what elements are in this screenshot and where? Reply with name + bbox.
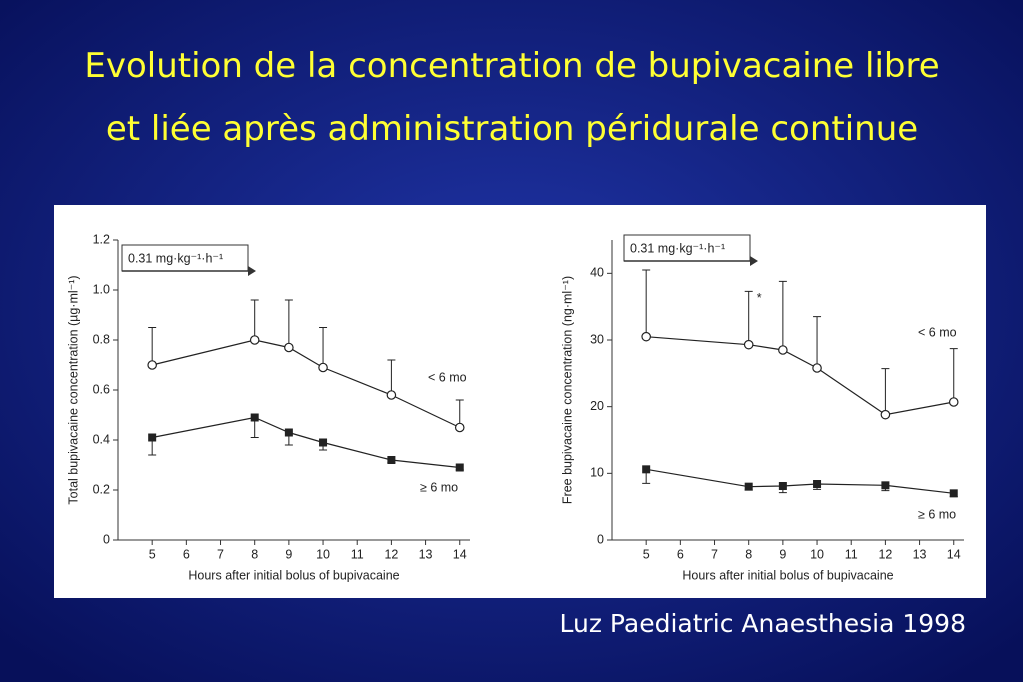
y-tick-label: 0.6: [93, 382, 110, 396]
y-axis-label: Total bupivacaine concentration (µg·ml⁻¹…: [66, 275, 80, 504]
legend-label: ≥ 6 mo: [420, 480, 458, 494]
marker: [284, 428, 293, 437]
marker: [319, 438, 328, 447]
marker: [880, 409, 891, 420]
marker: [948, 397, 959, 407]
y-tick-label: 0: [103, 532, 110, 546]
legend-label: < 6 mo: [918, 325, 957, 339]
error-bar: [881, 368, 890, 415]
significance-note: *: [757, 291, 762, 305]
marker: [455, 463, 464, 472]
error-bar: [250, 299, 259, 340]
marker: [778, 345, 788, 355]
legend-label: < 6 mo: [428, 370, 467, 384]
y-tick-label: 40: [590, 266, 604, 280]
x-tick-label: 8: [745, 547, 752, 561]
y-tick-label: 0: [597, 532, 604, 546]
error-bar: [642, 269, 651, 337]
x-tick-label: 6: [183, 547, 190, 561]
y-tick-label: 10: [590, 466, 604, 480]
x-tick-label: 7: [711, 547, 718, 561]
y-tick-label: 0.4: [93, 432, 110, 446]
error-bar: [813, 316, 822, 368]
citation: Luz Paediatric Anaesthesia 1998: [560, 609, 966, 638]
y-tick-label: 1.0: [93, 282, 110, 296]
x-tick-label: 10: [810, 547, 824, 561]
y-tick-label: 30: [590, 332, 604, 346]
annotation-arrowhead: [248, 266, 256, 276]
x-axis-label: Hours after initial bolus of bupivacaine: [682, 568, 893, 582]
annotation-arrowhead: [750, 256, 758, 266]
series-line: [152, 339, 461, 429]
series-line: [646, 468, 954, 494]
x-tick-label: 11: [351, 547, 364, 561]
x-tick-label: 9: [779, 547, 786, 561]
x-tick-label: 13: [419, 547, 433, 561]
error-bar: [319, 327, 328, 368]
x-tick-label: 11: [845, 547, 858, 561]
x-tick-label: 5: [643, 547, 650, 561]
marker: [743, 339, 754, 350]
annotation: 0.31 mg·kg⁻¹·h⁻¹: [128, 251, 223, 265]
marker: [249, 335, 260, 345]
x-tick-label: 8: [251, 547, 258, 561]
marker: [148, 433, 157, 442]
x-tick-label: 9: [285, 547, 292, 561]
marker: [147, 360, 157, 370]
x-tick-label: 10: [316, 547, 330, 561]
legend-label: ≥ 6 mo: [918, 507, 956, 521]
marker: [318, 362, 328, 373]
marker: [812, 363, 822, 373]
x-tick-label: 14: [453, 547, 467, 561]
error-bar: [284, 299, 293, 348]
marker: [881, 481, 890, 490]
error-bar: [778, 280, 787, 350]
x-tick-label: 12: [384, 547, 398, 561]
title-line: et liée après administration péridurale …: [106, 109, 918, 149]
series-line: [646, 336, 954, 416]
series-line: [152, 416, 460, 469]
x-tick-label: 12: [878, 547, 892, 561]
marker: [386, 390, 397, 400]
marker: [284, 342, 294, 353]
marker: [641, 331, 651, 342]
marker: [813, 480, 822, 488]
marker: [642, 465, 651, 474]
marker: [949, 489, 958, 498]
x-tick-label: 13: [913, 547, 927, 561]
y-tick-label: 0.2: [93, 482, 110, 496]
marker: [778, 482, 787, 490]
marker: [744, 482, 753, 491]
x-axis-label: Hours after initial bolus of bupivacaine: [188, 568, 399, 582]
error-bar: [387, 359, 396, 395]
x-tick-label: 14: [947, 547, 961, 561]
annotation: 0.31 mg·kg⁻¹·h⁻¹: [630, 241, 725, 255]
marker: [387, 456, 396, 464]
marker: [454, 422, 465, 433]
error-bar: [744, 290, 753, 345]
y-tick-label: 0.8: [93, 332, 110, 346]
x-tick-label: 7: [217, 547, 224, 561]
title-line: Evolution de la concentration de bupivac…: [84, 46, 939, 86]
y-tick-label: 20: [590, 399, 604, 413]
error-bar: [949, 348, 958, 402]
error-bar: [148, 327, 157, 365]
y-tick-label: 1.2: [93, 232, 110, 246]
y-axis-label: Free bupivacaine concentration (ng·ml⁻¹): [560, 276, 574, 504]
x-tick-label: 6: [677, 547, 684, 561]
marker: [250, 413, 259, 422]
x-tick-label: 5: [149, 547, 156, 561]
